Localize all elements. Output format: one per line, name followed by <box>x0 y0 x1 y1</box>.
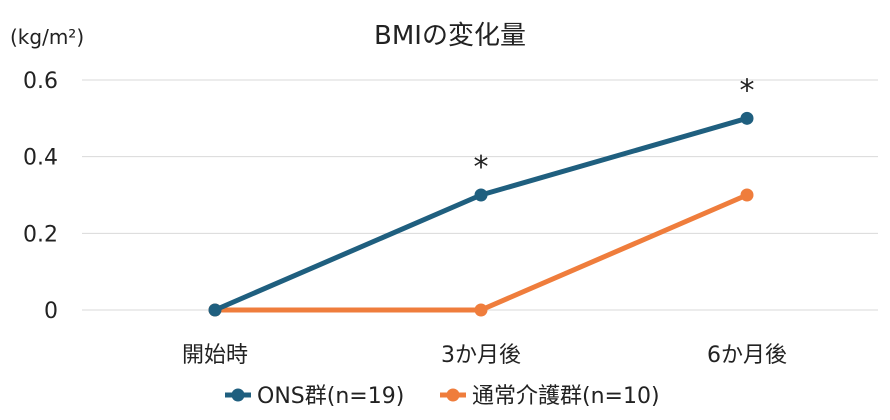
series-group <box>208 111 754 317</box>
data-point <box>474 303 488 317</box>
data-point <box>740 111 754 125</box>
data-point <box>474 188 488 202</box>
data-point <box>740 188 754 202</box>
legend-label: ONS群(n=19) <box>257 384 404 409</box>
data-point <box>208 303 222 317</box>
significance-annotations: ** <box>474 73 755 185</box>
series-line <box>212 115 750 313</box>
legend-marker <box>446 388 460 402</box>
x-axis-ticks: 開始時 3か月後 6か月後 <box>182 343 787 368</box>
series-line <box>212 192 750 313</box>
y-tick-label: 0.2 <box>23 222 58 247</box>
series-group <box>208 188 754 317</box>
series-lines <box>208 111 754 317</box>
legend: ONS群(n=19) 通常介護群(n=10) <box>225 384 660 409</box>
y-tick-label: 0.6 <box>23 69 58 94</box>
significance-marker: * <box>740 73 755 108</box>
legend-item: 通常介護群(n=10) <box>440 384 660 409</box>
x-tick-label: 6か月後 <box>707 343 787 368</box>
legend-label: 通常介護群(n=10) <box>472 384 660 409</box>
legend-item: ONS群(n=19) <box>225 384 404 409</box>
x-tick-label: 開始時 <box>182 343 248 368</box>
y-axis-ticks: 0 0.2 0.4 0.6 <box>23 69 58 324</box>
x-tick-label: 3か月後 <box>441 343 521 368</box>
y-tick-label: 0 <box>44 299 58 324</box>
chart-title: BMIの変化量 <box>374 21 526 51</box>
significance-marker: * <box>474 150 489 185</box>
legend-marker <box>231 388 245 402</box>
y-tick-label: 0.4 <box>23 146 58 171</box>
y-axis-unit-label: (kg/m²) <box>10 25 84 49</box>
